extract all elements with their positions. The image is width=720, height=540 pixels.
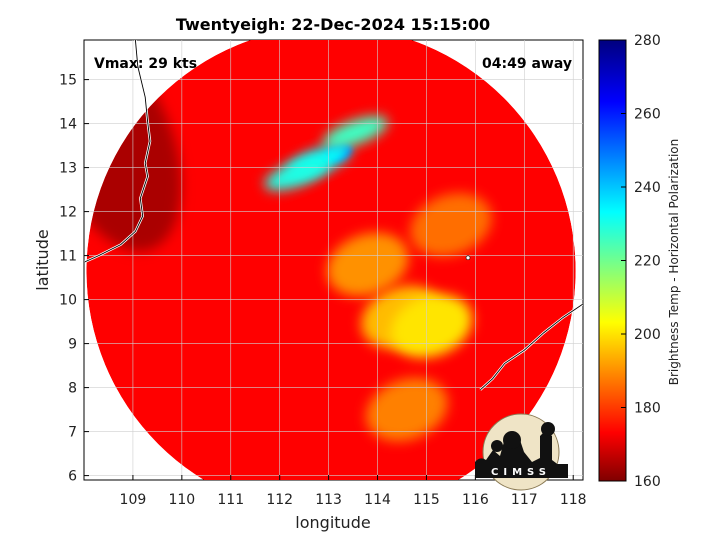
tb-feature-cloud-field: [326, 232, 409, 297]
tb-feature-cloud-field: [390, 294, 473, 358]
x-tick-label: 111: [217, 492, 244, 508]
y-tick-label: 11: [59, 249, 77, 265]
cimss-logo: CIMSS: [475, 413, 568, 491]
x-tick-label: 109: [120, 492, 147, 508]
x-axis-label: longitude: [295, 513, 370, 532]
colorbar-tick-label: 280: [634, 33, 661, 49]
y-tick-label: 6: [68, 469, 77, 485]
x-tick-label: 116: [462, 492, 489, 508]
y-axis: 6 7 8 9 10 11 12 13 14 15: [59, 73, 89, 485]
colorbar-label: Brightness Temp - Horizontal Polarizatio…: [667, 139, 681, 386]
y-tick-label: 15: [59, 73, 77, 89]
y-tick-label: 9: [68, 337, 77, 353]
plot-content: [84, 40, 583, 480]
x-tick-label: 110: [168, 492, 195, 508]
logo-text: CIMSS: [491, 467, 551, 478]
y-tick-label: 13: [59, 161, 77, 177]
colorbar-tick-label: 180: [634, 401, 661, 417]
chart-title: Twentyeigh: 22-Dec-2024 15:15:00: [176, 15, 490, 34]
grid: [84, 40, 583, 480]
vmax-annotation: Vmax: 29 kts: [94, 56, 197, 72]
colorbar-tick-label: 240: [634, 180, 661, 196]
swath-disc: [86, 40, 576, 480]
x-axis: 109 110 111 112 113 114 115 116 117 118: [120, 475, 587, 508]
coastline-west: [84, 40, 151, 263]
x-tick-label: 117: [511, 492, 538, 508]
y-tick-label: 7: [68, 425, 77, 441]
island: [465, 255, 471, 261]
x-tick-label: 112: [266, 492, 293, 508]
colorbar-tick-label: 160: [634, 474, 661, 490]
tb-feature-cloud-field: [366, 377, 448, 442]
coastline-east: [479, 303, 583, 391]
brightness-temperature-swath: [86, 40, 576, 480]
tb-feature-rain-band: [264, 158, 330, 191]
time-away-annotation: 04:49 away: [482, 56, 572, 72]
x-tick-label: 113: [315, 492, 342, 508]
y-tick-label: 8: [68, 381, 77, 397]
tb-feature-rain-band: [323, 116, 388, 149]
y-tick-label: 14: [59, 117, 77, 133]
y-tick-label: 12: [59, 205, 77, 221]
colorbar-ticks: 160 180 200 220 240 260 280: [621, 33, 661, 490]
tb-feature-cloud-field: [410, 193, 492, 257]
colorbar-tick-label: 220: [634, 254, 661, 270]
coastline: [84, 40, 583, 391]
colorbar-tick-label: 200: [634, 327, 661, 343]
x-tick-label: 118: [560, 492, 587, 508]
y-axis-label: latitude: [33, 229, 52, 290]
x-tick-label: 114: [364, 492, 391, 508]
colorbar-tick-label: 260: [634, 107, 661, 123]
y-tick-label: 10: [59, 293, 77, 309]
x-tick-label: 115: [413, 492, 440, 508]
